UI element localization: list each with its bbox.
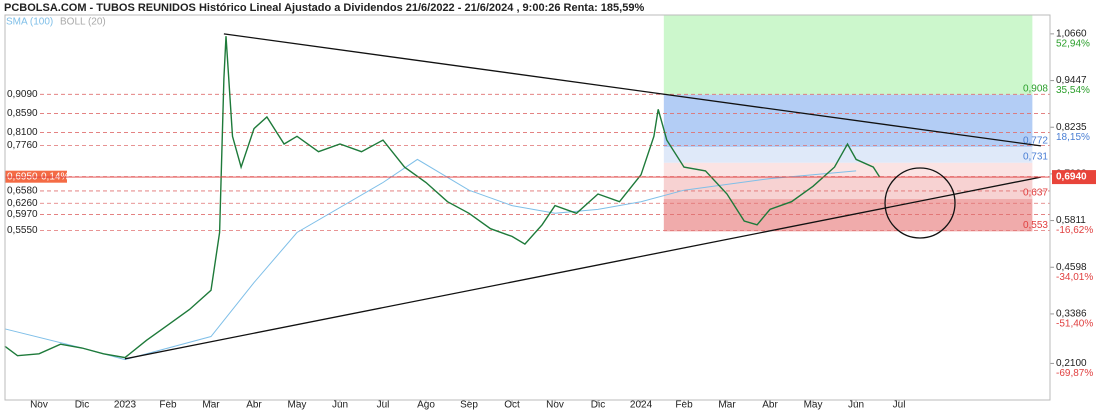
level-label: 0,8590 [7,108,38,119]
level-label: 0,6260 [7,198,38,209]
level-value-label: 0,731 [1023,151,1048,162]
y-pct-label: -34,01% [1056,272,1093,283]
level-label-box [5,224,39,237]
highlight-circle [884,167,956,239]
x-tick-label: Jun [332,400,348,411]
x-tick-label: Dic [591,400,605,411]
x-tick-label: Jun [848,400,864,411]
level-label-box [5,126,39,139]
level-label-box [5,139,39,152]
y-tick-label: 1,0660 [1056,29,1087,40]
y-tick-label: 0,2100 [1056,358,1087,369]
last-price-box [1052,170,1096,185]
level-label-box [5,197,39,210]
zone [663,15,1033,95]
level-value-label: 0,772 [1023,136,1048,147]
x-tick-label: Sep [460,400,478,411]
trendline [124,176,1042,360]
x-tick-label: Feb [159,400,177,411]
x-tick-label: May [288,400,307,411]
last-price-label: 0,6940 [1056,172,1087,183]
level-label: 0,9090 [7,89,38,100]
x-tick-label: Mar [718,400,736,411]
level-label-box [5,184,39,197]
series-line [4,36,881,359]
level-value-label: 0,553 [1023,220,1048,231]
x-tick-label: Jul [377,400,390,411]
x-tick-label: Dic [75,400,89,411]
zone [663,94,1033,148]
x-tick-label: 2023 [114,400,137,411]
y-tick-label: 0,4598 [1056,262,1087,273]
level-label-box [5,107,39,120]
zone [663,147,1033,163]
y-tick-label: 0,8235 [1056,122,1087,133]
legend-sma: SMA (100) [6,17,53,28]
x-tick-label: Nov [546,400,564,411]
level-label: 0,6580 [7,186,38,197]
level-label: 0,8100 [7,127,38,138]
y-tick-label: 0,3386 [1056,309,1087,320]
x-tick-label: Abr [762,400,778,411]
level-label-box [5,88,39,101]
series-line [4,158,857,361]
x-tick-label: Ago [417,400,435,411]
x-tick-label: 2024 [630,400,653,411]
x-tick-label: Jul [893,400,906,411]
legend-boll: BOLL (20) [60,17,106,28]
trendline [223,33,1042,147]
level-label: 0,7760 [7,140,38,151]
x-tick-label: Feb [675,400,693,411]
x-tick-label: Abr [246,400,262,411]
zone [663,177,1033,200]
x-tick-label: Nov [30,400,48,411]
y-pct-label: -69,87% [1056,368,1093,379]
y-tick-label: 0,9447 [1056,75,1087,86]
level-label: 0,5550 [7,225,38,236]
level-value-label: 0,637 [1023,188,1048,199]
chart-title: PCBOLSA.COM - TUBOS REUNIDOS Histórico L… [4,2,644,14]
level-label-box [5,208,39,221]
y-pct-label: 52,94% [1056,39,1090,50]
x-tick-label: May [804,400,823,411]
y-pct-label: 35,54% [1056,85,1090,96]
plot-frame [4,14,1051,401]
level-value-label: 0,908 [1023,83,1048,94]
x-tick-label: Oct [504,400,520,411]
zone [663,162,1033,178]
y-pct-label: -51,40% [1056,319,1093,330]
level-label: 0,5970 [7,209,38,220]
y-pct-label: 18,15% [1056,132,1090,143]
y-tick-label: 0,5811 [1056,215,1086,226]
y-pct-label: -16,62% [1056,225,1093,236]
x-tick-label: Mar [202,400,220,411]
